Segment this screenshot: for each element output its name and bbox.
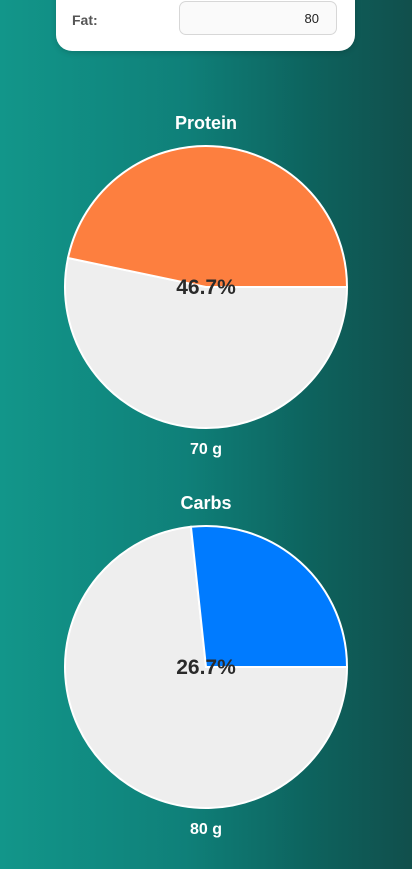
carbs-percent-label: 26.7% [176,656,236,679]
protein-slice [66,145,349,288]
carbs-amount: 80 g [189,821,222,838]
carbs-chart-title: Carbs [180,493,232,513]
carbs-slice [189,525,349,668]
protein-amount: 70 g [189,441,222,458]
fat-label: Fat: [72,12,98,28]
protein-remainder-slice [64,256,349,429]
protein-percent-label: 46.7% [176,276,236,299]
carbs-pie-chart: 26.7% [64,525,349,809]
fat-row: Fat: [56,1,355,37]
fat-input[interactable] [179,1,337,35]
protein-chart-title: Protein [174,113,237,133]
protein-pie-chart: 46.7% [64,145,349,429]
macro-input-card: Fat: [56,0,355,51]
